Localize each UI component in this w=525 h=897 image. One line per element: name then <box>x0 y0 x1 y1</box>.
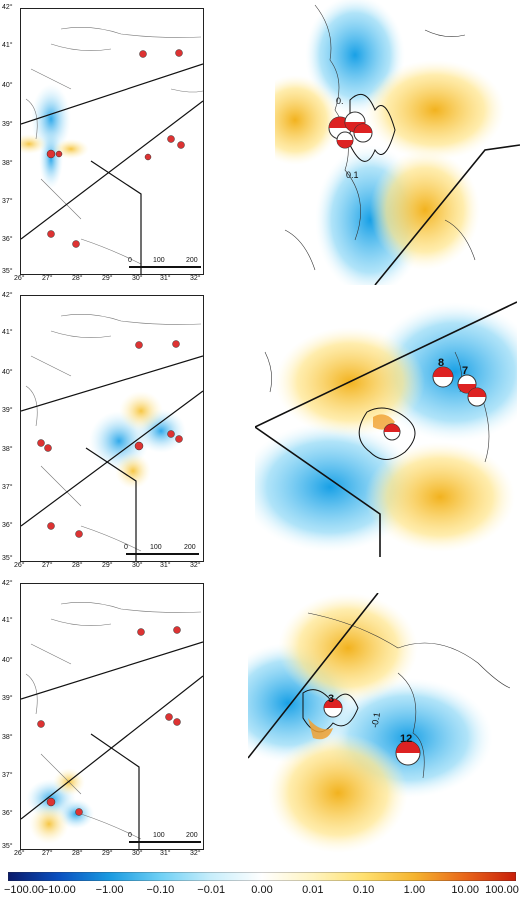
panel-c: c 42° 41 <box>0 575 525 860</box>
lat-label: 38° <box>2 446 13 453</box>
lon-label: 31° <box>160 562 171 569</box>
focal-mechanism-cluster <box>323 698 421 766</box>
scale-label: 200 <box>184 544 196 551</box>
contour-label: 0.1 <box>346 170 359 180</box>
panel-a: a <box>0 0 525 285</box>
lat-label: 41° <box>2 329 13 336</box>
lon-label: 27° <box>42 850 53 857</box>
overview-map <box>20 8 204 275</box>
lon-label: 26° <box>14 562 25 569</box>
colorbar-tick-label: 0.00 <box>251 884 273 896</box>
lat-label: 40° <box>2 82 13 89</box>
event-label: 3 <box>328 693 335 705</box>
lon-label: 29° <box>102 275 113 282</box>
lat-label: 36° <box>2 236 13 243</box>
overview-map <box>20 295 204 562</box>
event-label: 12 <box>400 733 413 745</box>
zoom-map-svg <box>255 301 517 557</box>
focal-mechanism-cluster <box>46 49 185 248</box>
zoom-map <box>255 292 517 557</box>
colorbar-tick-label: −0.01 <box>197 884 226 896</box>
lon-label: 31° <box>160 850 171 857</box>
event-label: 8 <box>438 357 445 369</box>
lon-label: 26° <box>14 850 25 857</box>
lon-label: 29° <box>102 850 113 857</box>
colorbar-tick-label: 0.10 <box>352 884 375 896</box>
lat-label: 36° <box>2 810 13 817</box>
zoom-map <box>275 0 520 285</box>
lat-label: 35° <box>2 555 13 562</box>
contour-label: 0. <box>336 96 344 106</box>
lat-label: 40° <box>2 657 13 664</box>
overview-map <box>20 583 204 850</box>
colorbar-tick-label: 0.01 <box>302 884 324 896</box>
colorbar-tick-label: −0.10 <box>146 884 175 896</box>
panel-b: b <box>0 287 525 572</box>
lon-label: 27° <box>42 275 53 282</box>
scale-label: 100 <box>153 257 165 264</box>
lat-label: 42° <box>2 292 13 299</box>
lon-label: 28° <box>72 275 83 282</box>
lon-label: 28° <box>72 850 83 857</box>
scale-label: 0 <box>128 832 132 839</box>
lon-label: 32° <box>190 850 201 857</box>
lon-label: 27° <box>42 562 53 569</box>
lat-label: 35° <box>2 843 13 850</box>
colorbar-tick-label: −10.00 <box>41 884 76 896</box>
focal-mechanism-cluster <box>383 366 487 441</box>
colorbar-tick-label: 1.00 <box>403 884 426 896</box>
lat-label: 35° <box>2 268 13 275</box>
colorbar-tick-label: 100.00 <box>485 884 519 896</box>
lat-label: 37° <box>2 484 13 491</box>
scale-label: 0 <box>128 257 132 264</box>
lat-label: 42° <box>2 580 13 587</box>
lat-label: 41° <box>2 617 13 624</box>
scale-label: 100 <box>150 544 162 551</box>
lon-label: 28° <box>72 562 83 569</box>
lat-label: 40° <box>2 369 13 376</box>
lat-label: 39° <box>2 407 13 414</box>
overview-map-svg <box>21 314 203 561</box>
lon-label: 32° <box>190 275 201 282</box>
lon-label: 32° <box>190 562 201 569</box>
colorbar-tick-label: 10.00 <box>451 884 479 896</box>
event-label: 7 <box>462 365 469 377</box>
lat-label: 36° <box>2 522 13 529</box>
scale-label: 100 <box>153 832 165 839</box>
lat-label: 41° <box>2 42 13 49</box>
scale-label: 200 <box>186 832 198 839</box>
overview-map-svg <box>21 602 203 849</box>
scale-label: 200 <box>186 257 198 264</box>
lon-label: 31° <box>160 275 171 282</box>
zoom-map <box>248 593 510 855</box>
lon-label: 26° <box>14 275 25 282</box>
zoom-map-svg <box>248 593 510 853</box>
focal-mechanism-cluster <box>37 340 183 538</box>
lat-label: 42° <box>2 4 13 11</box>
lat-label: 39° <box>2 695 13 702</box>
lon-label: 30° <box>132 850 143 857</box>
overview-map-svg <box>21 27 203 274</box>
colorbar-gradient <box>8 872 516 881</box>
colorbar-tick-label: −1.00 <box>95 884 124 896</box>
lat-label: 37° <box>2 198 13 205</box>
lon-label: 30° <box>132 275 143 282</box>
lat-label: 39° <box>2 121 13 128</box>
lat-label: 37° <box>2 772 13 779</box>
scale-label: 0 <box>124 544 128 551</box>
colorbar-tick-label: −100.00 <box>3 884 45 896</box>
focal-mechanism-cluster <box>328 111 373 149</box>
colorbar <box>8 872 516 881</box>
zoom-map-svg <box>275 0 520 285</box>
lon-label: 30° <box>132 562 143 569</box>
lat-label: 38° <box>2 160 13 167</box>
lon-label: 29° <box>102 562 113 569</box>
lat-label: 38° <box>2 734 13 741</box>
focal-mechanism-cluster <box>37 626 181 816</box>
